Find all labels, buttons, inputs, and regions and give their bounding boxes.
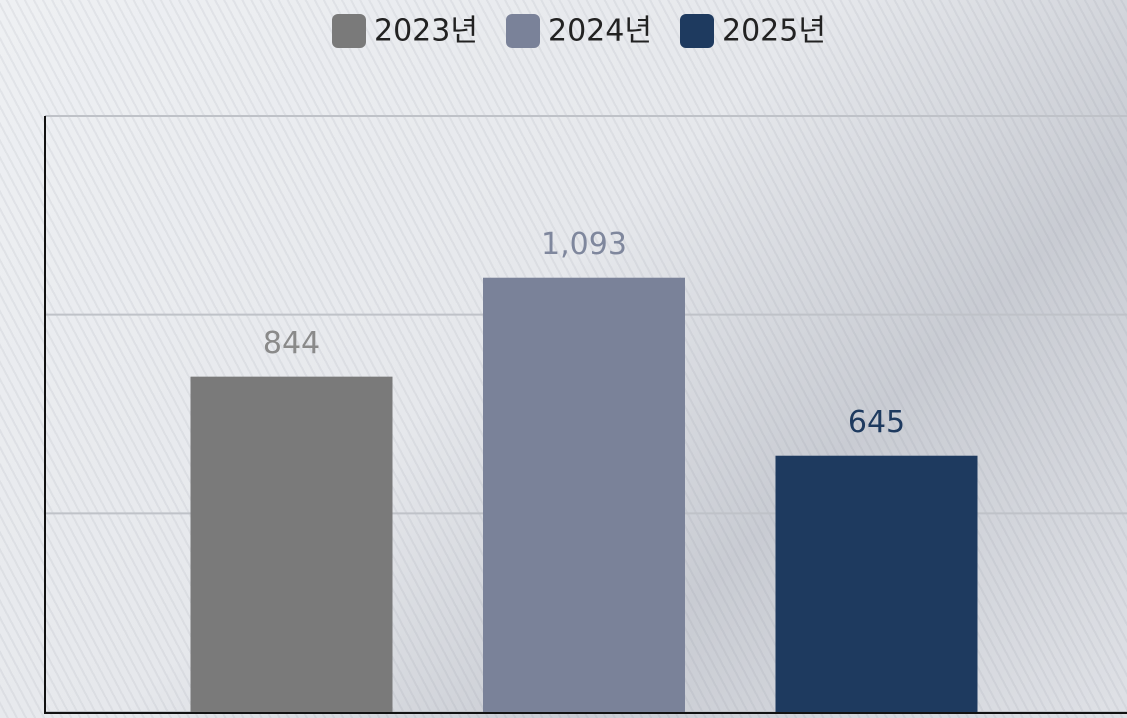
legend-swatch bbox=[332, 14, 366, 48]
data-label: 1,093 bbox=[541, 227, 627, 262]
data-label: 645 bbox=[848, 405, 905, 440]
legend-swatch bbox=[506, 14, 540, 48]
bar bbox=[775, 455, 978, 712]
legend-label: 2024년 bbox=[548, 14, 652, 49]
legend-swatch bbox=[680, 14, 714, 48]
legend-label: 2025년 bbox=[722, 14, 826, 49]
data-label: 844 bbox=[263, 326, 320, 361]
legend-label: 2023년 bbox=[374, 14, 478, 49]
bar bbox=[190, 376, 393, 712]
bar bbox=[483, 277, 685, 712]
